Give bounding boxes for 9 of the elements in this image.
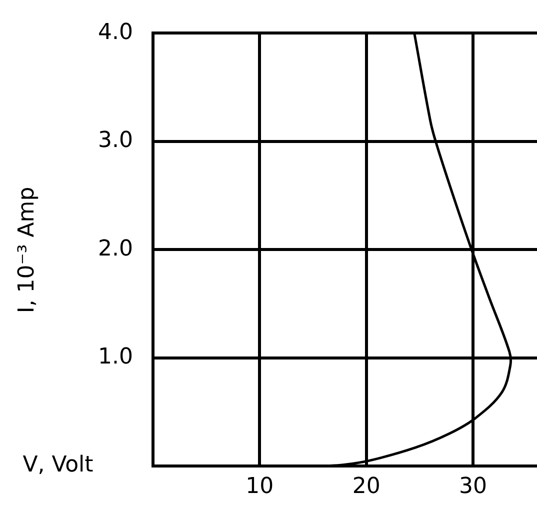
- x-axis-title: V, Volt: [22, 452, 94, 478]
- x-tick-label: 10: [246, 474, 274, 499]
- y-tick-label: 2.0: [98, 236, 133, 262]
- y-tick-label: 1.0: [98, 344, 133, 370]
- x-tick-label: 20: [352, 474, 380, 499]
- y-axis-title: I, 10⁻³ Amp: [14, 186, 40, 314]
- y-tick-label: 3.0: [98, 128, 133, 154]
- x-tick-label: 30: [459, 474, 487, 499]
- y-tick-label: 4.0: [98, 20, 133, 45]
